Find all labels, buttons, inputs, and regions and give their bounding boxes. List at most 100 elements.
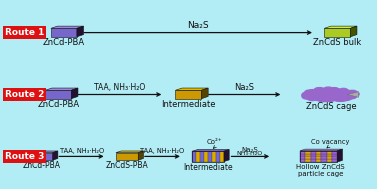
Circle shape [323, 91, 330, 94]
Circle shape [322, 93, 330, 97]
Circle shape [307, 94, 314, 98]
Circle shape [328, 91, 334, 94]
Polygon shape [300, 149, 342, 151]
Polygon shape [51, 28, 77, 37]
Circle shape [332, 93, 343, 99]
Text: Intermediate: Intermediate [161, 100, 216, 108]
Polygon shape [316, 156, 321, 159]
Circle shape [315, 93, 322, 96]
Polygon shape [311, 156, 316, 159]
Circle shape [334, 89, 342, 93]
Text: Intermediate: Intermediate [183, 163, 233, 172]
Circle shape [322, 89, 333, 94]
Circle shape [310, 95, 316, 98]
Circle shape [339, 93, 344, 96]
Circle shape [322, 96, 332, 101]
Circle shape [334, 92, 341, 95]
Text: TAA, NH₃·H₂O: TAA, NH₃·H₂O [60, 148, 104, 154]
Circle shape [326, 89, 334, 93]
Circle shape [346, 92, 353, 96]
Circle shape [316, 94, 326, 99]
Circle shape [340, 94, 347, 98]
Polygon shape [324, 26, 357, 28]
Circle shape [303, 94, 311, 98]
Circle shape [341, 92, 349, 96]
Circle shape [329, 96, 336, 100]
Circle shape [302, 92, 310, 96]
Text: ZnCd-PBA: ZnCd-PBA [43, 38, 85, 47]
Circle shape [326, 89, 335, 94]
Circle shape [319, 96, 329, 102]
Circle shape [328, 93, 336, 97]
Circle shape [332, 95, 340, 99]
Circle shape [343, 91, 349, 95]
Text: Hollow ZnCdS
particle cage: Hollow ZnCdS particle cage [296, 163, 345, 177]
Circle shape [317, 90, 326, 95]
Circle shape [344, 94, 351, 97]
Circle shape [309, 95, 314, 98]
Circle shape [311, 93, 318, 97]
Polygon shape [196, 151, 200, 162]
Circle shape [335, 89, 343, 93]
Text: Co vacancy: Co vacancy [311, 139, 349, 145]
Circle shape [314, 94, 319, 96]
Circle shape [335, 97, 342, 101]
Circle shape [333, 96, 343, 101]
Polygon shape [175, 88, 208, 90]
Circle shape [323, 88, 331, 92]
Circle shape [343, 96, 352, 100]
Circle shape [348, 91, 359, 97]
Circle shape [324, 97, 332, 101]
Circle shape [340, 96, 346, 99]
Text: ZnCd-PBA: ZnCd-PBA [37, 100, 79, 108]
Circle shape [323, 90, 331, 93]
Text: ZnCdS cage: ZnCdS cage [307, 102, 357, 111]
Circle shape [337, 92, 348, 97]
Circle shape [328, 94, 338, 99]
Circle shape [314, 88, 324, 93]
Circle shape [328, 90, 335, 93]
Circle shape [348, 93, 356, 97]
Circle shape [307, 90, 317, 95]
Circle shape [307, 95, 317, 101]
Circle shape [305, 90, 314, 95]
Text: TAA, NH₃·H₂O: TAA, NH₃·H₂O [94, 83, 145, 92]
Circle shape [342, 92, 353, 98]
Circle shape [326, 94, 337, 99]
Circle shape [347, 93, 355, 97]
Circle shape [315, 93, 322, 97]
Circle shape [323, 91, 329, 94]
Circle shape [329, 94, 340, 100]
Circle shape [336, 90, 342, 93]
Polygon shape [311, 154, 316, 156]
Circle shape [314, 92, 325, 97]
Text: ZnCdS-PBA: ZnCdS-PBA [106, 161, 149, 170]
Polygon shape [300, 154, 305, 156]
Circle shape [331, 91, 338, 94]
Circle shape [311, 93, 319, 97]
Polygon shape [204, 151, 208, 162]
Polygon shape [321, 159, 326, 162]
Circle shape [348, 90, 357, 95]
Circle shape [311, 90, 322, 95]
Circle shape [318, 89, 329, 94]
Text: Route 3: Route 3 [5, 152, 44, 161]
Circle shape [322, 96, 329, 100]
Circle shape [334, 95, 340, 98]
Circle shape [320, 95, 328, 100]
Circle shape [315, 92, 326, 98]
Circle shape [348, 94, 354, 97]
Circle shape [314, 96, 323, 101]
Circle shape [326, 97, 334, 101]
Circle shape [325, 90, 335, 95]
Polygon shape [208, 151, 212, 162]
Text: ZnCdS bulk: ZnCdS bulk [313, 38, 362, 47]
Polygon shape [321, 156, 326, 159]
Circle shape [337, 96, 346, 101]
Circle shape [329, 89, 334, 92]
Circle shape [327, 97, 333, 100]
Circle shape [339, 95, 349, 101]
Circle shape [339, 88, 348, 93]
Circle shape [342, 90, 349, 94]
Polygon shape [332, 156, 337, 159]
